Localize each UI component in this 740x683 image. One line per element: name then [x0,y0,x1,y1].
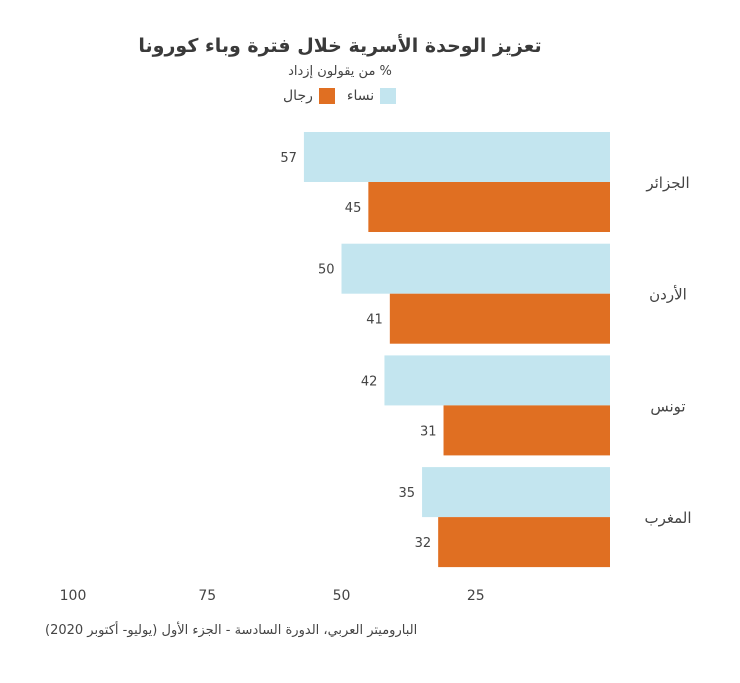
data-label-men-1: 41 [366,313,383,328]
legend-swatch-women [380,88,397,104]
x-tick-label-0: 100 [60,588,87,604]
bar-women-3 [422,467,610,518]
chart-subtitle: % من يقولون إزداد [288,64,392,79]
category-label-3: المغرب [644,509,691,527]
bar-men-3 [438,517,610,568]
legend-item-women: نساء [346,88,397,104]
bar-women-1 [341,243,610,294]
bar-men-0 [368,182,610,232]
x-tick-label-3: 25 [467,588,485,604]
legend: رجال نساء [283,86,413,106]
x-tick-label-2: 50 [333,588,351,604]
legend-item-men: رجال [283,88,335,104]
data-label-men-2: 31 [420,424,437,439]
bar-women-0 [303,132,610,182]
x-tick-label-1: 75 [198,588,216,604]
category-label-0: الجزائر [645,174,689,192]
chart-title: تعزيز الوحدة الأسرية خلال فترة وباء كورو… [138,35,542,57]
data-label-men-3: 32 [415,536,432,551]
bar-men-1 [389,293,610,344]
data-label-women-0: 57 [280,151,297,166]
legend-swatch-men [318,88,335,104]
legend-label-men: رجال [283,88,313,104]
source-note: الباروميتر العربي، الدورة السادسة - الجز… [45,623,418,638]
category-label-2: تونس [650,397,685,415]
data-label-women-1: 50 [318,263,335,278]
category-label-1: الأردن [649,285,687,304]
legend-label-women: نساء [346,88,375,104]
bar-men-2 [443,405,610,456]
data-label-women-3: 35 [399,486,416,501]
data-label-men-0: 45 [345,201,362,216]
data-label-women-2: 42 [361,374,378,389]
bar-women-2 [384,355,610,406]
